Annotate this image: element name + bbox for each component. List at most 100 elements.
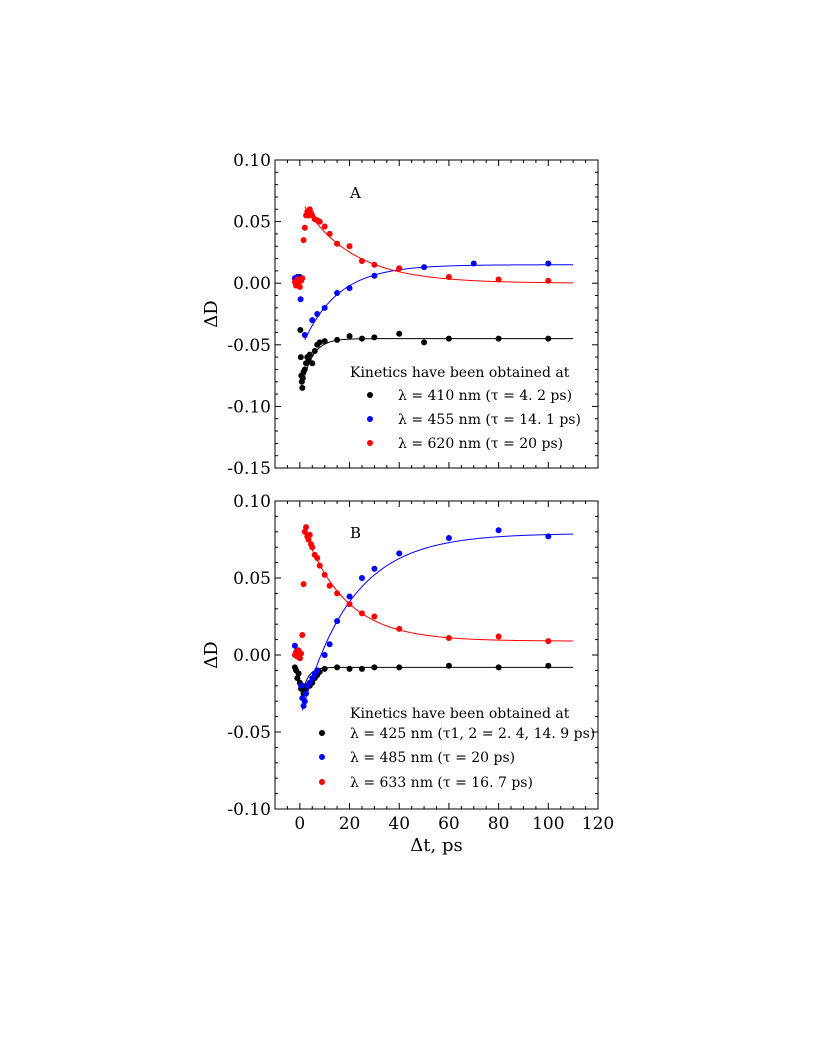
data-point (421, 264, 428, 271)
data-point (358, 575, 365, 581)
x-tick-label: 100 (532, 814, 564, 834)
data-point (299, 631, 306, 638)
data-point (495, 527, 502, 534)
data-point (445, 534, 452, 541)
data-point (495, 633, 502, 640)
panel-label: B (350, 524, 361, 542)
data-point (303, 524, 310, 531)
y-tick-label: -0.10 (227, 397, 271, 417)
legend-entry: λ = 485 nm (τ = 20 ps) (350, 750, 515, 766)
data-point (299, 384, 306, 391)
x-axis-title: Δt, ps (410, 835, 462, 856)
data-point (545, 662, 552, 669)
data-point (445, 662, 452, 669)
data-point (495, 664, 502, 671)
data-point (358, 610, 365, 617)
data-point (396, 330, 403, 337)
data-point (421, 339, 428, 346)
panel-label: A (349, 184, 361, 202)
x-tick-label: 120 (582, 814, 614, 834)
data-point (326, 641, 333, 648)
legend-marker (367, 440, 373, 446)
y-tick-label: -0.10 (227, 800, 271, 820)
data-point (321, 571, 328, 578)
data-point (545, 533, 552, 540)
data-point (396, 625, 403, 632)
data-point (545, 335, 552, 342)
legend-marker (319, 754, 325, 760)
legend-entry: λ = 455 nm (τ = 14. 1 ps) (398, 412, 581, 428)
y-axis-title: ΔD (201, 641, 222, 668)
y-tick-label: -0.15 (227, 459, 271, 479)
fit-curve (304, 264, 574, 341)
data-point (545, 277, 552, 284)
data-point (305, 356, 312, 363)
data-point (346, 601, 353, 608)
y-tick-label: -0.05 (227, 723, 271, 743)
x-tick-label: 40 (388, 814, 410, 834)
data-point (316, 562, 323, 569)
data-point (371, 334, 378, 341)
y-axis-title: ΔD (201, 300, 222, 327)
data-point (346, 285, 353, 292)
data-point (316, 218, 323, 225)
data-point (371, 664, 378, 671)
data-point (300, 702, 307, 709)
data-point (311, 347, 318, 354)
data-point (371, 272, 378, 279)
data-point (294, 675, 301, 682)
fit-curve (304, 206, 574, 284)
data-point (358, 665, 365, 672)
data-point (309, 317, 316, 324)
data-point (301, 331, 308, 338)
data-point (303, 690, 310, 697)
data-point (346, 665, 353, 672)
legend-marker (367, 416, 373, 422)
data-point (371, 261, 378, 268)
chart-panel-b: 0.10 0.05 0.00 -0.05 -0.10 0 20 40 60 80 100 120 ΔD Δ… (201, 492, 614, 856)
data-point (314, 667, 321, 674)
data-point (305, 536, 312, 543)
data-point (334, 336, 341, 343)
data-point (309, 360, 316, 367)
data-point (396, 550, 403, 557)
data-point (334, 290, 341, 297)
data-point (299, 375, 306, 382)
y-tick-label: 0.05 (233, 213, 271, 233)
legend-entry: λ = 633 nm (τ = 16. 7 ps) (350, 775, 533, 791)
fit-curve (304, 531, 574, 642)
data-point (371, 565, 378, 572)
data-point (545, 638, 552, 645)
data-point (396, 664, 403, 671)
data-point (301, 224, 308, 231)
x-tick-label: 60 (438, 814, 460, 834)
data-point (301, 366, 308, 373)
data-point (316, 339, 323, 346)
data-point (358, 258, 365, 265)
legend-marker (319, 779, 325, 785)
data-point (358, 335, 365, 342)
x-tick-label: 20 (339, 814, 361, 834)
y-tick-label: -0.05 (227, 336, 271, 356)
data-point (299, 275, 306, 282)
y-tick-label: 0.05 (233, 569, 271, 589)
fit-curve (301, 666, 574, 694)
data-point (300, 237, 307, 244)
data-point (306, 351, 313, 358)
data-point (346, 593, 353, 600)
data-point (321, 304, 328, 311)
legend-entry: λ = 425 nm (τ1, 2 = 2. 4, 14. 9 ps) (350, 726, 595, 742)
data-point (297, 327, 304, 334)
data-point (309, 675, 316, 682)
data-point (346, 333, 353, 340)
legend-marker (367, 392, 373, 398)
data-point (301, 528, 308, 535)
x-tick-label: 0 (294, 814, 305, 834)
x-tick-label: 80 (488, 814, 510, 834)
data-point (346, 243, 353, 250)
data-point (470, 260, 477, 267)
data-point (306, 679, 313, 686)
data-point (309, 544, 316, 551)
data-point (321, 338, 328, 345)
